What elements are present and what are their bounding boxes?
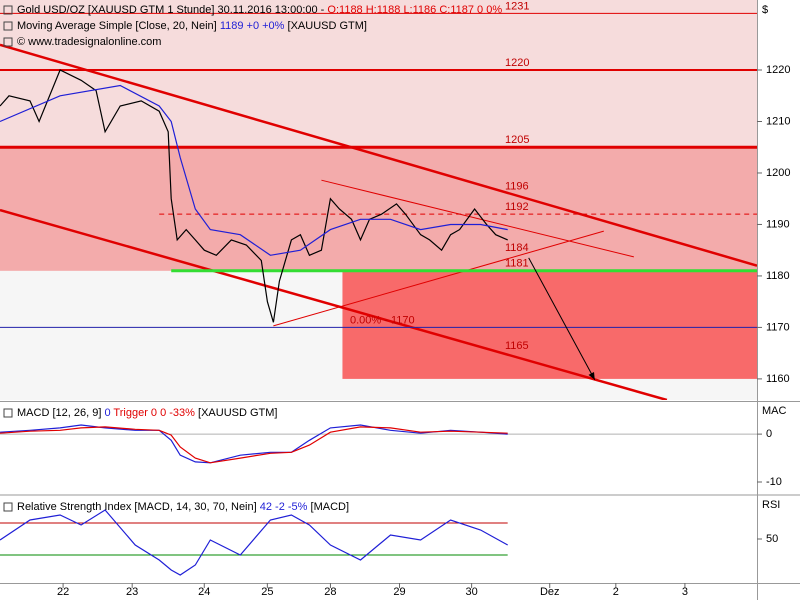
- x-tick-label: 30: [465, 586, 477, 598]
- trend-line: [273, 230, 604, 327]
- series-line: [0, 509, 508, 576]
- legend-part: [MACD]: [311, 501, 350, 513]
- level-label: 1181: [505, 258, 529, 270]
- rsi-panel: [0, 509, 508, 576]
- legend-icon: [3, 502, 13, 512]
- series-line: [0, 84, 508, 256]
- level-label: 1205: [505, 134, 529, 146]
- macd-panel: [0, 424, 757, 464]
- x-tick-label: Dez: [540, 586, 560, 598]
- legend-part: Trigger: [113, 407, 148, 419]
- level-label: 1165: [505, 340, 529, 352]
- legend-part: Moving Average Simple [Close, 20, Nein]: [17, 20, 217, 32]
- x-tick-label: 3: [682, 586, 688, 598]
- trend-line: [321, 179, 634, 258]
- unit-label: $: [762, 4, 768, 16]
- legend-part: [XAUUSD GTM]: [198, 407, 277, 419]
- x-tick-label: 2: [613, 586, 619, 598]
- rsi-axis-label: RSI: [762, 499, 780, 511]
- y-tick-label: 1160: [766, 373, 790, 385]
- level-label: 1196: [505, 180, 529, 192]
- macd-panel-bg: [0, 403, 757, 493]
- y-tick-label: 1190: [766, 218, 790, 230]
- series-line: [0, 69, 508, 323]
- level-label: 1231: [505, 0, 529, 12]
- x-tick-label: 22: [57, 586, 69, 598]
- series-line: [0, 424, 508, 464]
- legend-part: Relative Strength Index [MACD, 14, 30, 7…: [17, 501, 257, 513]
- legend-icon: [3, 408, 13, 418]
- legend-icon: [3, 5, 13, 15]
- level-label: 1184: [505, 242, 529, 254]
- rsi-panel-bg: [0, 497, 757, 583]
- x-tick-label: 28: [324, 586, 336, 598]
- level-label: 1220: [505, 57, 529, 69]
- legend-part: MACD [12, 26, 9]: [17, 407, 101, 419]
- y-tick-label: 0: [766, 428, 772, 440]
- x-tick-label: 29: [393, 586, 405, 598]
- x-tick-label: 25: [261, 586, 273, 598]
- legend-part: 42 -2 -5%: [260, 501, 308, 513]
- price-panel: 1231 1220 1205 1196 1192 1184 1181 0.00% - 1170…: [0, 0, 757, 400]
- y-tick-label: 50: [766, 533, 778, 545]
- legend-part: © www.tradesignalonline.com: [17, 36, 161, 48]
- macd-axis-label: MAC: [762, 405, 787, 417]
- arrow: [528, 257, 596, 381]
- trend-line: [0, 43, 757, 267]
- y-tick-label: 1210: [766, 115, 790, 127]
- legend-text: MACD [12, 26, 9] 0 Trigger 0 0 -33% [XAU…: [17, 407, 277, 419]
- trend-line: [0, 208, 668, 400]
- level-label: 1192: [505, 201, 529, 213]
- y-tick-label: 1200: [766, 167, 790, 179]
- legend-part: 0: [104, 407, 110, 419]
- legend-part: Gold USD/OZ [XAUUSD GTM 1 Stunde] 30.11.…: [17, 4, 325, 16]
- arrow-head: [588, 371, 595, 380]
- x-tick-label: 23: [126, 586, 138, 598]
- level-label: 0.00% - 1170: [350, 314, 415, 326]
- legend-part: 1189 +0 +0%: [220, 20, 285, 32]
- zone: [342, 270, 757, 379]
- y-tick-label: 1170: [766, 321, 790, 333]
- x-tick-label: 24: [198, 586, 210, 598]
- y-tick-label: 1180: [766, 270, 790, 282]
- legend-icon: [3, 37, 13, 47]
- legend-text: © www.tradesignalonline.com: [17, 36, 161, 48]
- zone: [0, 147, 757, 271]
- series-line: [0, 426, 508, 464]
- legend-part: O:1188 H:1188 L:1186 C:1187 0 0%: [327, 4, 502, 16]
- legend-icon: [3, 21, 13, 31]
- y-tick-label: 1220: [766, 64, 790, 76]
- legend-text: Gold USD/OZ [XAUUSD GTM 1 Stunde] 30.11.…: [17, 4, 502, 16]
- legend-part: 0 0 -33%: [151, 407, 195, 419]
- legend-part: [XAUUSD GTM]: [288, 20, 367, 32]
- legend-text: Relative Strength Index [MACD, 14, 30, 7…: [17, 501, 349, 513]
- y-tick-label: -10: [766, 476, 782, 488]
- legend-text: Moving Average Simple [Close, 20, Nein] …: [17, 20, 367, 32]
